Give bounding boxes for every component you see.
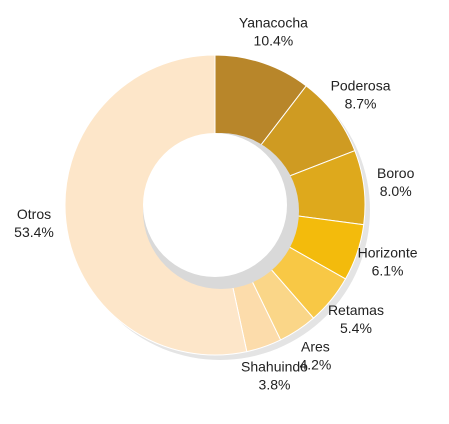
- slice-label: Yanacocha: [239, 14, 308, 30]
- slice-value-label: 5.4%: [340, 320, 372, 336]
- slice-label: Ares: [301, 339, 330, 355]
- slice-value-label: 10.4%: [254, 32, 294, 48]
- slice-value-label: 53.4%: [14, 224, 54, 240]
- slice-value-label: 8.0%: [380, 183, 412, 199]
- slice-label: Shahuindo: [241, 359, 308, 375]
- slice-value-label: 6.1%: [372, 263, 404, 279]
- slice-label: Horizonte: [358, 245, 418, 261]
- slice-label: Boroo: [377, 165, 415, 181]
- slice-value-label: 8.7%: [345, 95, 377, 111]
- slice-value-label: 4.2%: [299, 357, 331, 373]
- slice-label: Otros: [17, 206, 51, 222]
- slice-label: Retamas: [328, 302, 384, 318]
- slice-value-label: 3.8%: [259, 377, 291, 393]
- slice-label: Poderosa: [331, 77, 391, 93]
- donut-hole: [143, 133, 287, 277]
